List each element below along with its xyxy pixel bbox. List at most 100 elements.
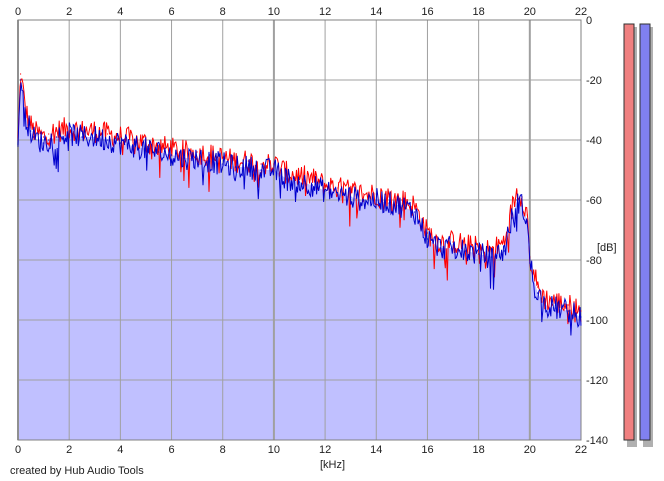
y-tick-label: -140 xyxy=(586,435,608,447)
data-point xyxy=(536,292,539,294)
x-tick-label: 22 xyxy=(575,444,587,456)
level-meters xyxy=(623,23,653,447)
data-point xyxy=(567,310,569,312)
data-point xyxy=(37,139,40,141)
x-tick-label-top: 6 xyxy=(168,6,174,18)
x-tick-label: 12 xyxy=(319,444,331,456)
data-point xyxy=(119,136,121,138)
x-tick-label-top: 12 xyxy=(319,6,331,18)
data-point xyxy=(414,205,416,207)
data-point xyxy=(580,316,582,318)
data-point xyxy=(401,205,403,207)
x-tick-label-top: 22 xyxy=(575,6,587,18)
data-point xyxy=(526,220,528,222)
data-point xyxy=(158,145,160,147)
data-point xyxy=(209,160,211,162)
meter-left xyxy=(623,23,635,441)
data-point xyxy=(30,124,32,126)
data-point xyxy=(414,211,416,213)
y-tick-label: -80 xyxy=(586,255,602,267)
y-tick-label: -120 xyxy=(586,375,608,387)
data-point xyxy=(516,190,518,192)
x-tick-label-top: 8 xyxy=(220,6,226,18)
data-point xyxy=(511,217,513,219)
data-point xyxy=(298,175,301,177)
data-point xyxy=(544,304,546,306)
y-tick-label: 0 xyxy=(586,15,592,27)
data-point xyxy=(196,151,198,153)
data-point xyxy=(503,250,505,252)
data-point xyxy=(247,166,249,168)
data-point xyxy=(81,136,83,138)
data-point xyxy=(20,79,22,81)
data-point xyxy=(43,136,45,138)
data-point xyxy=(426,232,429,234)
data-point xyxy=(132,145,134,147)
data-point xyxy=(401,199,403,201)
data-point xyxy=(478,253,480,255)
data-point xyxy=(107,133,109,135)
data-point xyxy=(337,193,339,195)
data-point xyxy=(119,142,121,144)
data-point xyxy=(20,73,22,75)
data-point xyxy=(22,91,24,93)
data-point xyxy=(362,193,365,195)
data-point xyxy=(311,178,313,180)
data-point xyxy=(170,154,173,156)
x-axis-label: [kHz] xyxy=(320,459,345,471)
x-tick-label-top: 18 xyxy=(473,6,485,18)
x-tick-label: 10 xyxy=(268,444,280,456)
x-tick-label: 14 xyxy=(370,444,382,456)
meter-right xyxy=(639,23,651,441)
x-tick-label: 4 xyxy=(117,444,123,456)
data-point xyxy=(503,241,505,243)
y-tick-label: -100 xyxy=(586,315,608,327)
x-tick-label-top: 0 xyxy=(15,6,21,18)
data-point xyxy=(375,199,377,201)
x-tick-label: 18 xyxy=(473,444,485,456)
data-point xyxy=(554,307,557,309)
data-point xyxy=(107,139,109,141)
x-tick-label: 8 xyxy=(220,444,226,456)
data-point xyxy=(25,115,27,117)
data-point xyxy=(234,166,237,168)
data-point xyxy=(48,133,50,135)
x-tick-label: 6 xyxy=(168,444,174,456)
data-point xyxy=(439,247,441,249)
data-point xyxy=(32,136,35,138)
data-point xyxy=(222,163,224,165)
data-point xyxy=(145,148,147,150)
data-point xyxy=(55,130,58,132)
data-point xyxy=(48,139,50,141)
data-point xyxy=(388,202,390,204)
data-point xyxy=(196,157,198,159)
data-point xyxy=(426,238,429,240)
left-channel-line xyxy=(17,78,582,325)
data-point xyxy=(286,178,288,180)
x-tick-label-top: 10 xyxy=(268,6,280,18)
data-point xyxy=(94,136,96,138)
data-point xyxy=(452,241,454,243)
data-point xyxy=(30,130,32,132)
data-point xyxy=(158,151,160,153)
data-point xyxy=(55,136,58,138)
data-point xyxy=(132,139,134,141)
data-point xyxy=(526,214,528,216)
data-point xyxy=(350,196,352,198)
data-point xyxy=(324,190,326,192)
x-tick-label: 16 xyxy=(421,444,433,456)
data-point xyxy=(17,145,19,147)
credit-text: created by Hub Audio Tools xyxy=(10,465,144,477)
data-point xyxy=(490,256,492,258)
data-point xyxy=(22,85,24,87)
data-point xyxy=(222,157,224,159)
data-point xyxy=(324,184,326,186)
x-tick-label-top: 2 xyxy=(66,6,72,18)
y-tick-label: -20 xyxy=(586,75,602,87)
data-point xyxy=(260,163,262,165)
data-point xyxy=(529,262,531,264)
right-channel-line xyxy=(17,82,582,336)
y-tick-label: -40 xyxy=(586,135,602,147)
data-point xyxy=(260,169,262,171)
